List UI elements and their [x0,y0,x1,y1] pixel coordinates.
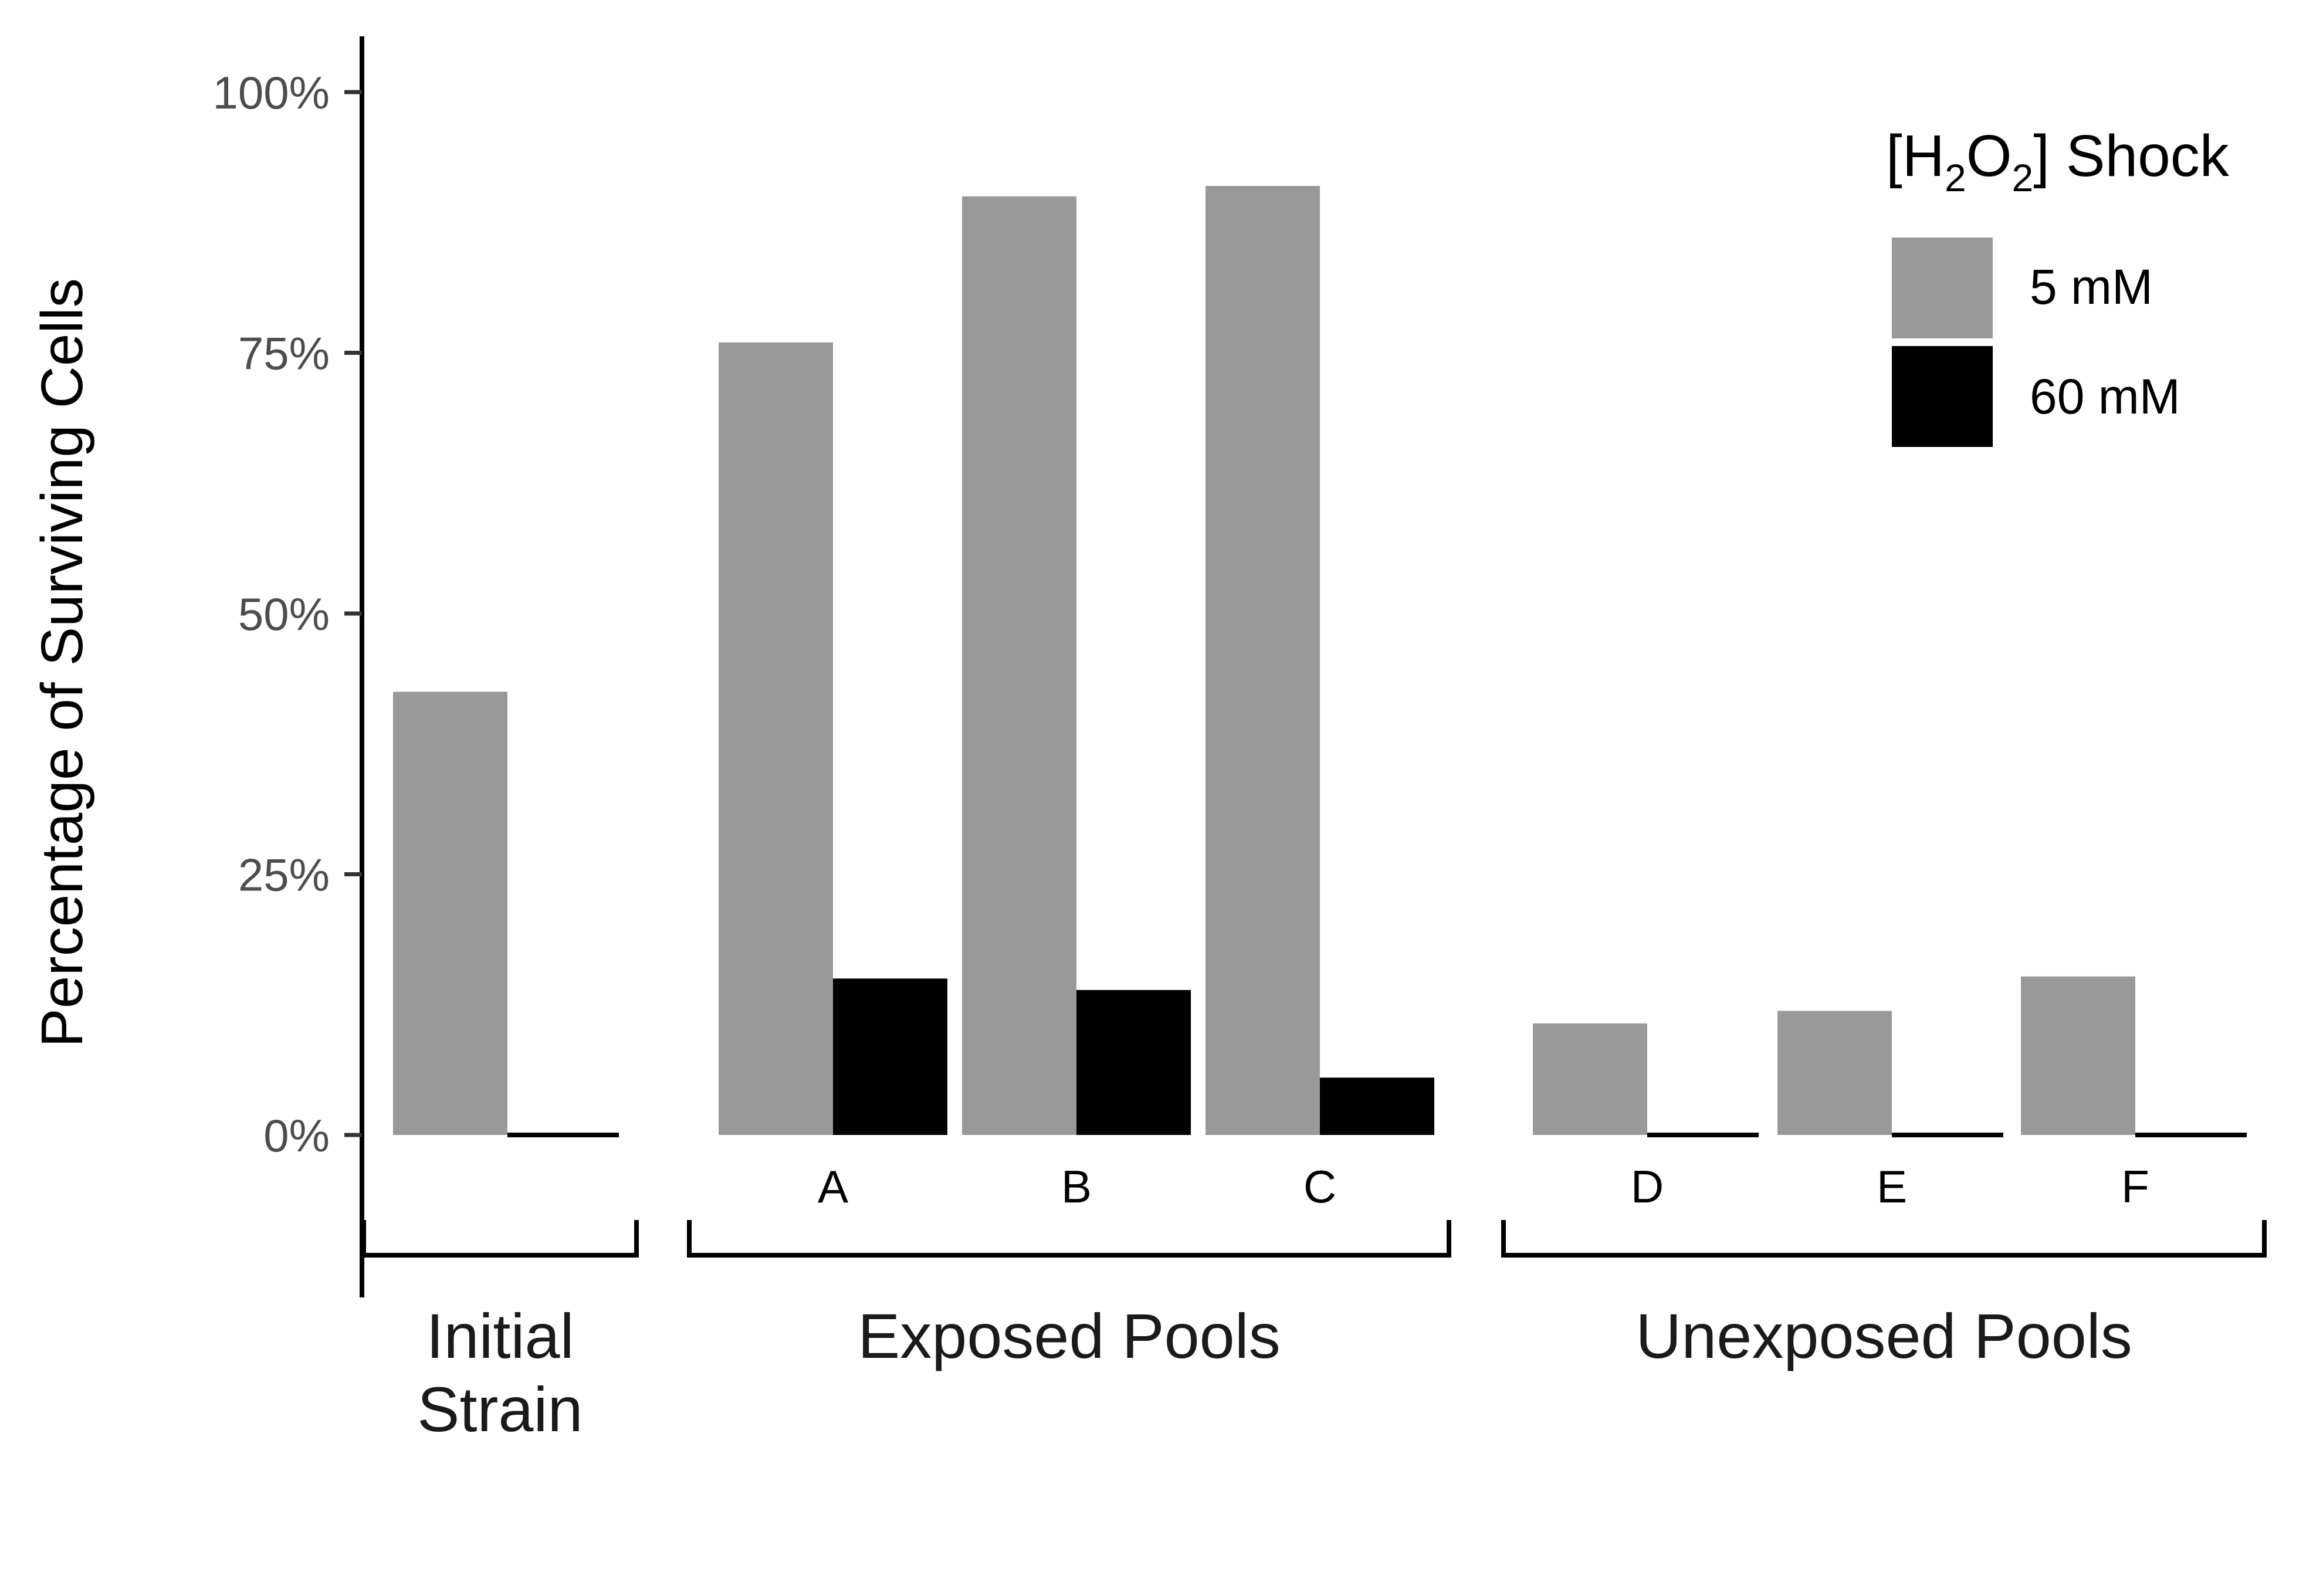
group-label: Unexposed Pools [1635,1300,2132,1371]
category-labels: A B C D E F [818,1161,2149,1212]
legend-label-60mm: 60 mM [2030,369,2180,424]
category-label: A [818,1161,848,1212]
group-label: Initial [426,1300,574,1371]
bar [719,342,833,1135]
category-label: B [1061,1161,1092,1212]
bar [1076,990,1191,1135]
group-label: Exposed Pools [858,1300,1280,1371]
legend-key-5mm [1892,238,1993,338]
bar [962,196,1076,1135]
legend-label-5mm: 5 mM [2030,259,2153,314]
group-bracket [687,1220,1451,1258]
legend-title: [H2O2] Shock [1886,123,2230,199]
y-tick-label: 75% [238,328,330,379]
group-label: Strain [417,1374,583,1445]
bar [1533,1023,1647,1135]
category-label: E [1877,1161,1907,1212]
bar [2021,976,2135,1135]
bar [1320,1077,1434,1135]
bar [1206,186,1320,1135]
bar [833,978,947,1135]
y-axis: 0% 25% 50% 75% 100% [213,36,364,1297]
y-axis-label: Percentage of Surviving Cells [29,278,95,1048]
y-tick-label: 0% [263,1110,330,1161]
legend-key-60mm [1892,346,1993,447]
bar [1777,1011,1892,1135]
legend: [H2O2] Shock 5 mM 60 mM [1886,123,2230,447]
category-label: D [1631,1161,1664,1212]
bar [393,692,507,1135]
group-bracket [361,1220,639,1258]
group-bracket [1501,1220,2267,1258]
y-tick-label: 50% [238,588,330,640]
category-label: C [1303,1161,1336,1212]
y-tick-label: 25% [238,849,330,901]
bars [393,186,2247,1137]
category-label: F [2121,1161,2149,1212]
y-tick-label: 100% [213,67,330,118]
